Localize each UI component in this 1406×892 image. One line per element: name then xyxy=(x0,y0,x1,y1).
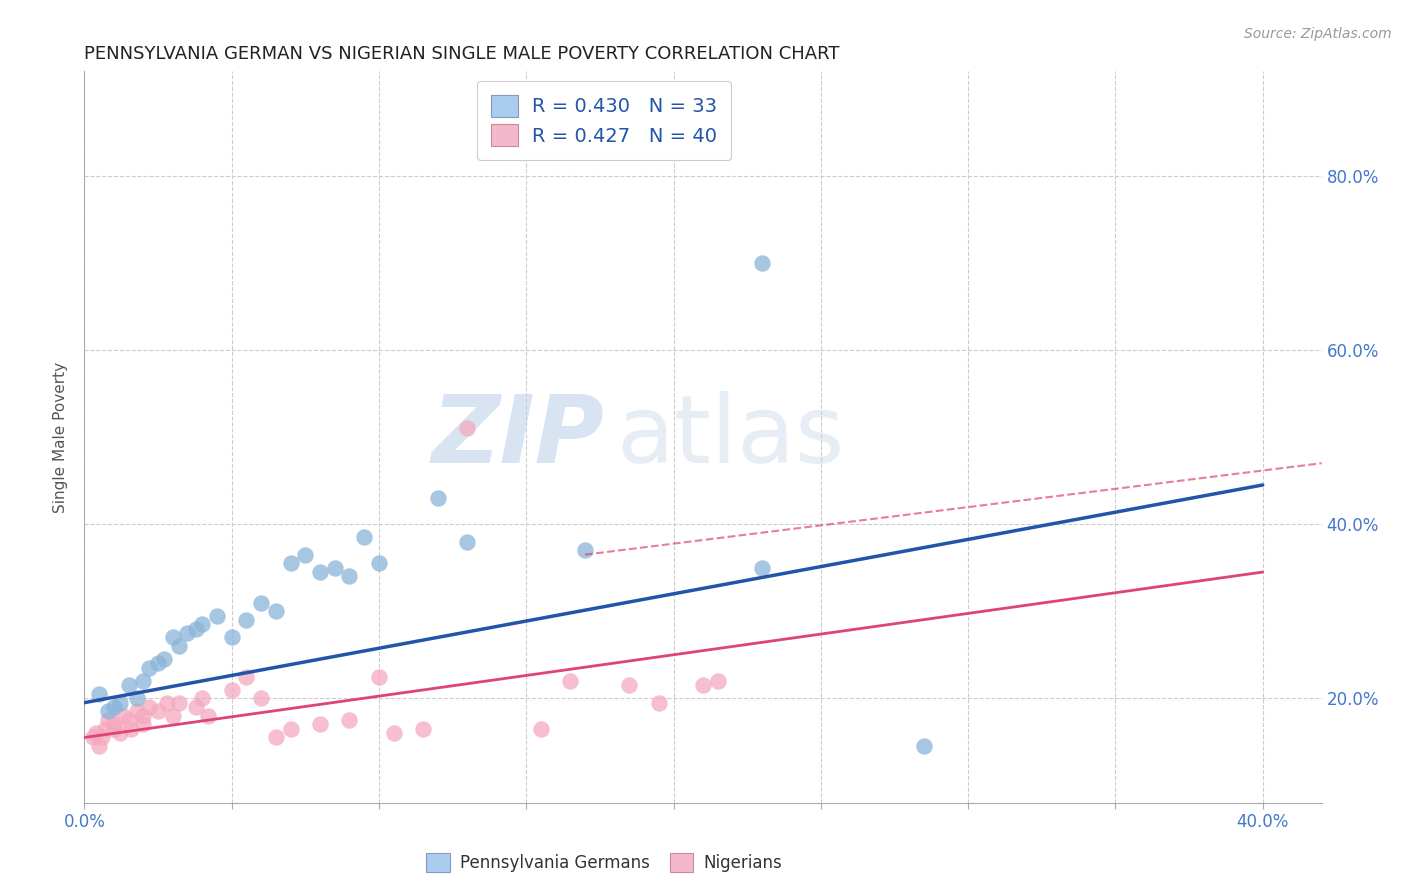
Point xyxy=(117,678,139,692)
Point xyxy=(87,687,110,701)
Point xyxy=(692,678,714,692)
Point xyxy=(368,557,391,571)
Point xyxy=(146,657,169,671)
Point xyxy=(127,691,149,706)
Point xyxy=(309,717,332,731)
Point xyxy=(108,696,131,710)
Point xyxy=(94,722,117,736)
Text: ZIP: ZIP xyxy=(432,391,605,483)
Point xyxy=(132,673,155,688)
Point xyxy=(353,530,375,544)
Text: atlas: atlas xyxy=(616,391,845,483)
Point xyxy=(280,557,302,571)
Point xyxy=(97,705,120,719)
Point xyxy=(103,722,125,736)
Point xyxy=(97,713,120,727)
Point xyxy=(146,705,169,719)
Point xyxy=(108,726,131,740)
Point xyxy=(706,673,728,688)
Point xyxy=(382,726,405,740)
Text: PENNSYLVANIA GERMAN VS NIGERIAN SINGLE MALE POVERTY CORRELATION CHART: PENNSYLVANIA GERMAN VS NIGERIAN SINGLE M… xyxy=(84,45,839,62)
Point xyxy=(280,722,302,736)
Point xyxy=(235,669,257,683)
Point xyxy=(197,708,219,723)
Point xyxy=(619,678,641,692)
Point xyxy=(191,691,214,706)
Point xyxy=(103,717,125,731)
Point xyxy=(186,622,208,636)
Point xyxy=(84,726,107,740)
Point xyxy=(264,604,287,618)
Point xyxy=(176,626,198,640)
Point xyxy=(132,717,155,731)
Point xyxy=(339,713,361,727)
Point xyxy=(250,691,273,706)
Point xyxy=(368,669,391,683)
Point xyxy=(221,682,243,697)
Point xyxy=(221,631,243,645)
Point xyxy=(117,713,139,727)
Point xyxy=(426,491,449,505)
Point xyxy=(111,708,134,723)
Point xyxy=(87,739,110,754)
Point xyxy=(751,256,773,270)
Point xyxy=(912,739,935,754)
Text: Source: ZipAtlas.com: Source: ZipAtlas.com xyxy=(1244,27,1392,41)
Point xyxy=(323,560,346,574)
Point xyxy=(530,722,553,736)
Point xyxy=(648,696,671,710)
Point xyxy=(309,565,332,579)
Point xyxy=(191,617,214,632)
Point xyxy=(264,731,287,745)
Point xyxy=(138,661,160,675)
Point xyxy=(121,722,143,736)
Point xyxy=(167,639,190,653)
Point xyxy=(456,421,478,435)
Point xyxy=(235,613,257,627)
Point xyxy=(138,700,160,714)
Point xyxy=(156,696,179,710)
Point xyxy=(751,560,773,574)
Point xyxy=(250,595,273,609)
Point xyxy=(560,673,582,688)
Point xyxy=(339,569,361,583)
Point xyxy=(294,548,316,562)
Point xyxy=(162,708,184,723)
Point xyxy=(186,700,208,714)
Point xyxy=(574,543,596,558)
Point xyxy=(412,722,434,736)
Point xyxy=(162,631,184,645)
Y-axis label: Single Male Poverty: Single Male Poverty xyxy=(53,361,69,513)
Point xyxy=(153,652,176,666)
Point xyxy=(127,705,149,719)
Legend: Pennsylvania Germans, Nigerians: Pennsylvania Germans, Nigerians xyxy=(420,846,789,879)
Point xyxy=(103,700,125,714)
Point xyxy=(82,731,104,745)
Point xyxy=(167,696,190,710)
Point xyxy=(456,534,478,549)
Point xyxy=(132,708,155,723)
Point xyxy=(91,731,114,745)
Point xyxy=(205,608,228,623)
